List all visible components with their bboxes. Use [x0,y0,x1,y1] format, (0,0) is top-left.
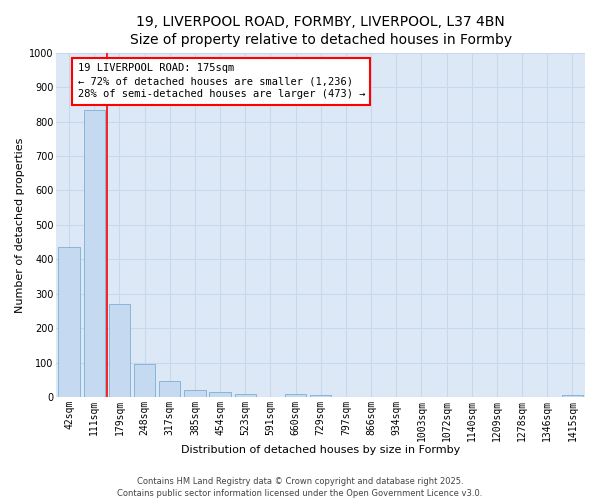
Bar [562,395,583,397]
X-axis label: Distribution of detached houses by size in Formby: Distribution of detached houses by size … [181,445,460,455]
Text: 19 LIVERPOOL ROAD: 175sqm
← 72% of detached houses are smaller (1,236)
28% of se: 19 LIVERPOOL ROAD: 175sqm ← 72% of detac… [77,63,365,100]
Title: 19, LIVERPOOL ROAD, FORMBY, LIVERPOOL, L37 4BN
Size of property relative to deta: 19, LIVERPOOL ROAD, FORMBY, LIVERPOOL, L… [130,15,512,48]
Bar [285,394,306,397]
Bar [310,395,331,397]
Bar [134,364,155,397]
Text: Contains HM Land Registry data © Crown copyright and database right 2025.
Contai: Contains HM Land Registry data © Crown c… [118,476,482,498]
Bar [159,382,181,397]
Bar [235,394,256,397]
Y-axis label: Number of detached properties: Number of detached properties [15,137,25,312]
Bar [184,390,206,397]
Bar [209,392,231,397]
Bar [109,304,130,397]
Bar [83,110,105,397]
Bar [58,247,80,397]
